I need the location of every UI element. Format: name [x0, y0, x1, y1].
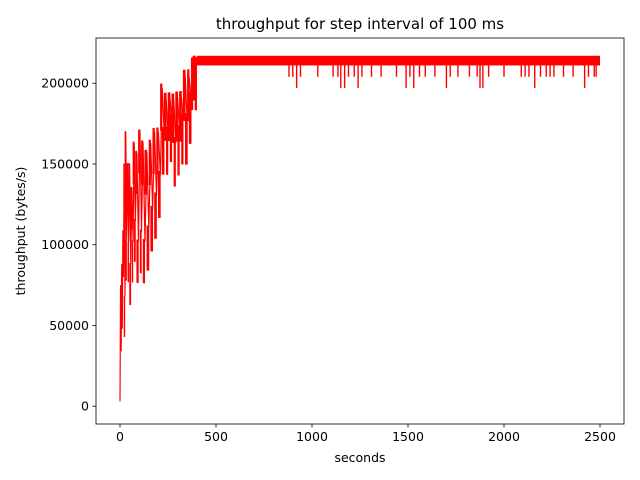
series-steady-band: [196, 55, 601, 66]
y-tick-label: 150000: [41, 156, 89, 171]
y-axis: 0 50000 100000 150000 200000: [41, 76, 96, 414]
x-tick-label: 1000: [296, 429, 328, 444]
plot-area: [119, 55, 601, 402]
x-tick-label: 0: [116, 429, 124, 444]
x-tick-label: 2000: [488, 429, 520, 444]
chart-title: throughput for step interval of 100 ms: [216, 15, 504, 33]
y-tick-label: 50000: [49, 318, 89, 333]
y-axis-label: throughput (bytes/s): [13, 167, 28, 296]
x-axis-label: seconds: [334, 450, 385, 465]
x-tick-label: 500: [204, 429, 228, 444]
y-tick-label: 200000: [41, 76, 89, 91]
y-tick-label: 100000: [41, 237, 89, 252]
series-rampup-oscillation: [123, 55, 197, 338]
x-tick-label: 2500: [584, 429, 616, 444]
x-tick-label: 1500: [392, 429, 424, 444]
x-axis: 0 500 1000 1500 2000 2500: [116, 424, 616, 444]
y-tick-label: 0: [81, 399, 89, 414]
axes-frame: [95, 37, 625, 425]
